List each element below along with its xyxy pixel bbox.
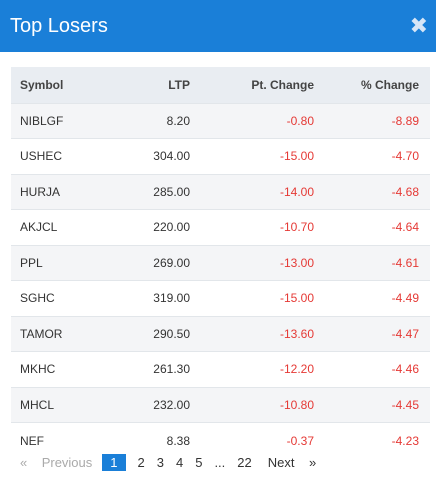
cell-pt-change: -10.80	[279, 397, 314, 412]
cell-symbol: NEF	[20, 433, 44, 448]
cell-ltp: 261.30	[153, 362, 190, 377]
page-1-button[interactable]: 1	[102, 454, 126, 471]
cell-pt-change: -14.00	[279, 184, 314, 199]
cell-ltp: 304.00	[153, 149, 190, 164]
close-icon[interactable]: ✖	[409, 13, 428, 38]
cell-pct-change: -4.68	[391, 184, 419, 199]
cell-symbol: TAMOR	[20, 326, 63, 341]
table-row: PPL 269.00 -13.00 -4.61	[11, 245, 430, 281]
losers-table-container: Symbol LTP Pt. Change % Change NIBLGF 8.…	[11, 67, 430, 458]
page-22-button[interactable]: 22	[237, 455, 252, 470]
modal-title: Top Losers	[10, 14, 108, 37]
cell-symbol: MHCL	[20, 397, 55, 412]
modal-header: Top Losers ✖	[0, 0, 436, 52]
header-pct-change: % Change	[360, 77, 419, 92]
cell-symbol: USHEC	[20, 149, 63, 164]
cell-pt-change: -10.70	[279, 220, 314, 235]
page-3-button[interactable]: 3	[156, 455, 164, 470]
cell-pt-change: -13.00	[279, 255, 314, 270]
cell-pt-change: -15.00	[279, 291, 314, 306]
cell-symbol: MKHC	[20, 362, 56, 377]
pagination: « Previous 1 2 3 4 5 ... 22 Next »	[20, 454, 316, 471]
table-row: USHEC 304.00 -15.00 -4.70	[11, 138, 430, 174]
cell-symbol: NIBLGF	[20, 113, 64, 128]
cell-pct-change: -4.23	[391, 433, 419, 448]
pagination-ellipsis: ...	[214, 455, 226, 470]
cell-pt-change: -0.80	[286, 113, 314, 128]
cell-pct-change: -4.47	[391, 326, 419, 341]
previous-label: Previous	[41, 455, 93, 470]
cell-symbol: PPL	[20, 255, 43, 270]
table-row: HURJA 285.00 -14.00 -4.68	[11, 174, 430, 210]
table-row: NIBLGF 8.20 -0.80 -8.89	[11, 103, 430, 139]
cell-ltp: 290.50	[153, 326, 190, 341]
losers-table: Symbol LTP Pt. Change % Change NIBLGF 8.…	[11, 67, 430, 458]
table-row: MHCL 232.00 -10.80 -4.45	[11, 387, 430, 423]
pagination-previous[interactable]: « Previous	[20, 455, 92, 470]
cell-pt-change: -13.60	[279, 326, 314, 341]
cell-ltp: 285.00	[153, 184, 190, 199]
cell-pt-change: -0.37	[286, 433, 314, 448]
page-4-button[interactable]: 4	[175, 455, 184, 470]
page-2-button[interactable]: 2	[137, 455, 145, 470]
table-row: NEF 8.38 -0.37 -4.23	[11, 422, 430, 458]
header-ltp: LTP	[168, 77, 190, 92]
cell-pt-change: -12.20	[279, 362, 314, 377]
table-header-row: Symbol LTP Pt. Change % Change	[11, 67, 430, 103]
header-pt-change: Pt. Change	[251, 77, 314, 92]
cell-ltp: 8.20	[166, 113, 190, 128]
cell-pct-change: -4.61	[391, 255, 419, 270]
table-row: MKHC 261.30 -12.20 -4.46	[11, 351, 430, 387]
cell-pct-change: -4.49	[391, 291, 419, 306]
cell-symbol: AKJCL	[20, 220, 58, 235]
chevron-double-left-icon: «	[20, 455, 28, 470]
cell-pct-change: -8.89	[391, 113, 419, 128]
cell-pct-change: -4.64	[391, 220, 419, 235]
chevron-double-right-icon: »	[308, 455, 317, 470]
table-row: TAMOR 290.50 -13.60 -4.47	[11, 316, 430, 352]
cell-pct-change: -4.46	[391, 362, 419, 377]
cell-ltp: 220.00	[153, 220, 190, 235]
table-row: AKJCL 220.00 -10.70 -4.64	[11, 209, 430, 245]
next-label: Next	[267, 455, 295, 470]
cell-symbol: SGHC	[20, 291, 55, 306]
cell-ltp: 232.00	[153, 397, 190, 412]
pagination-next[interactable]: Next »	[268, 455, 316, 470]
cell-pct-change: -4.45	[391, 397, 419, 412]
cell-pt-change: -15.00	[279, 149, 314, 164]
header-symbol: Symbol	[20, 77, 64, 92]
cell-ltp: 319.00	[153, 291, 190, 306]
table-row: SGHC 319.00 -15.00 -4.49	[11, 280, 430, 316]
page-5-button[interactable]: 5	[195, 455, 203, 470]
cell-ltp: 8.38	[166, 433, 190, 448]
cell-pct-change: -4.70	[391, 149, 419, 164]
cell-symbol: HURJA	[20, 184, 61, 199]
cell-ltp: 269.00	[153, 255, 190, 270]
